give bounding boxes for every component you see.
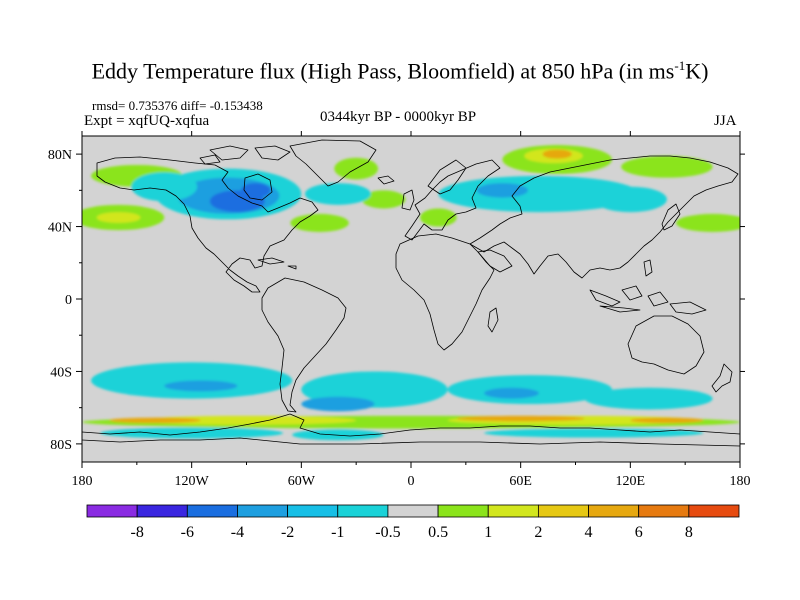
field-patch-europe-green (420, 208, 457, 227)
coast-antarctica (82, 413, 740, 437)
field-patch-antarctic-orange-e (456, 415, 585, 422)
coast-britain (401, 189, 415, 211)
coast-scandinavia (427, 159, 467, 195)
coast-south-america (261, 277, 347, 413)
field-patch-antarctic-ring-yellow-w (136, 415, 357, 425)
season-label: JJA (714, 113, 737, 129)
y-tick-label: 80N (48, 148, 72, 163)
colorbar-swatch (186, 504, 238, 518)
field-patch-antarctic-coast-cyan-e (484, 428, 704, 438)
coast-caribbean (257, 257, 297, 270)
coast-asia (469, 155, 739, 279)
colorbar: -8 -6 -4 -2 -1 -0.5 0.5 1 2 4 6 8 (86, 504, 740, 541)
coast-iceland (377, 175, 395, 185)
x-tick-label: 0 (408, 474, 415, 489)
y-tick-label: 80S (50, 438, 72, 453)
x-tick-label: 60E (509, 474, 532, 489)
field-patch-n-atlantic-green (361, 190, 406, 209)
colorbar-swatch (287, 504, 339, 518)
field-patch-n-atlantic-cyan (304, 183, 371, 205)
period-label: 0344kyr BP - 0000kyr BP (320, 109, 477, 125)
y-tick-label: 40N (48, 221, 72, 236)
y-tick-label: 40S (50, 365, 72, 380)
field-patch-hudson-deep (241, 183, 271, 198)
coast-madagascar (487, 307, 499, 333)
colorbar-label: 8 (685, 524, 693, 541)
colorbar-label: 6 (635, 524, 643, 541)
field-patch-ne-pacific-yellow (96, 212, 141, 223)
colorbar-swatch (688, 504, 740, 518)
title-text: Eddy Temperature flux (High Pass, Bloomf… (91, 58, 675, 84)
x-tick-label: 180 (72, 474, 93, 489)
colorbar-label: 2 (534, 524, 542, 541)
coast-africa (395, 233, 495, 351)
colorbar-swatch (638, 504, 690, 518)
colorbar-swatch (136, 504, 188, 518)
colorbar-label: 1 (484, 524, 492, 541)
title-units: K) (685, 58, 709, 84)
map-axes: 180 120W 60W 0 60E 120E 180 80N 40N 0 40S 80S (48, 131, 751, 489)
coast-philippines (643, 259, 653, 277)
colorbar-swatch (487, 504, 539, 518)
colorbar-swatch (437, 504, 489, 518)
field-patch-antarctic-orange-w (109, 417, 201, 424)
coast-europe (404, 159, 501, 241)
coastlines (82, 139, 740, 447)
field-patch-siberia-green (621, 155, 713, 178)
field-patch-s-atlantic-blue (301, 396, 375, 412)
coast-greenland (289, 139, 377, 187)
field-patch-nw-atlantic-green (290, 213, 349, 232)
colorbar-label: -2 (281, 524, 294, 541)
x-tick-label: 120E (616, 474, 646, 489)
field-patch-arctic-russia-max (542, 149, 572, 159)
field-patch-s-pacific-blue (164, 380, 238, 392)
field-patch-n-pacific-west-green (676, 213, 740, 232)
coast-australia (627, 315, 705, 375)
coast-new-zealand (711, 363, 733, 393)
field-patch-antarctic-orange-e2 (630, 417, 704, 424)
plot-title: Eddy Temperature flux (High Pass, Bloomf… (0, 58, 800, 84)
x-tick-label: 120W (175, 474, 210, 489)
field-layer (82, 145, 740, 441)
field-patch-s-indian-blue (484, 387, 539, 399)
colorbar-label: -6 (181, 524, 194, 541)
colorbar-label: 0.5 (428, 524, 448, 541)
coast-japan (661, 203, 681, 231)
coast-north-america (96, 156, 319, 293)
coast-indonesia (589, 285, 669, 313)
field-patch-s-aus-cyan (584, 387, 713, 410)
y-tick-label: 0 (65, 293, 72, 308)
colorbar-label: -0.5 (375, 524, 400, 541)
x-tick-label: 60W (288, 474, 316, 489)
colorbar-label: -1 (331, 524, 344, 541)
colorbar-swatch (337, 504, 389, 518)
field-patch-s-pacific-cyan (91, 362, 293, 399)
colorbar-swatch (588, 504, 640, 518)
colorbar-swatch (86, 504, 138, 518)
coast-hudson-bay (243, 173, 273, 201)
stats-label: rmsd= 0.735376 diff= -0.153438 (92, 98, 263, 113)
colorbar-label: -4 (231, 524, 244, 541)
title-superscript: -1 (674, 58, 686, 73)
colorbar-label: 4 (585, 524, 593, 541)
field-patch-east-asia-cyan (593, 186, 667, 213)
coast-arctic-islands (199, 145, 291, 165)
colorbar-swatch (537, 504, 589, 518)
coast-arabia (477, 249, 513, 273)
colorbar-swatch (237, 504, 289, 518)
field-patch-eurasia-blue (476, 183, 528, 198)
colorbar-label: -8 (130, 524, 143, 541)
colorbar-swatch (387, 504, 439, 518)
coast-new-guinea (669, 301, 707, 315)
coast-antarctic-shelf (82, 437, 740, 447)
field-patch-canada-west-cyan (131, 172, 198, 202)
experiment-label: Expt = xqfUQ-xqfua (84, 113, 210, 129)
x-tick-label: 180 (730, 474, 751, 489)
